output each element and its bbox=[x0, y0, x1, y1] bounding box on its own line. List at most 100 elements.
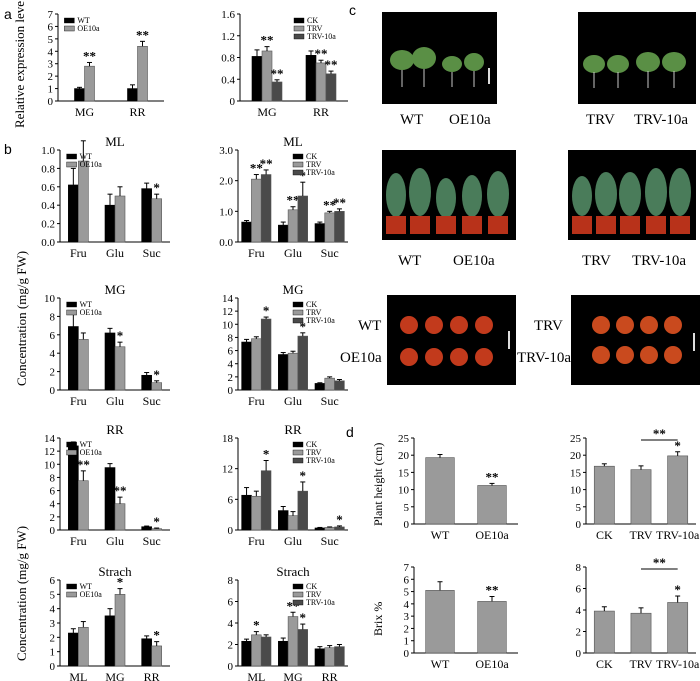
bar bbox=[630, 469, 652, 525]
legend-swatch bbox=[66, 449, 77, 456]
y-label-conc-top: Concentration (mg/g FW) bbox=[14, 250, 29, 386]
bar bbox=[78, 339, 89, 391]
y-tick-label: 4 bbox=[50, 499, 56, 511]
legend-label: TRV-10a bbox=[306, 316, 335, 325]
significance-mark: ** bbox=[287, 193, 300, 208]
bar bbox=[68, 632, 79, 667]
bar bbox=[251, 338, 262, 391]
bar bbox=[324, 647, 335, 667]
bar bbox=[127, 88, 138, 102]
legend-swatch bbox=[293, 17, 305, 24]
bar bbox=[78, 626, 89, 667]
y-tick-label: 10 bbox=[44, 293, 56, 305]
y-tick-label: 2 bbox=[48, 71, 54, 83]
significance-mark: * bbox=[300, 610, 307, 625]
y-tick-label: 5 bbox=[404, 587, 410, 599]
significance-mark: ** bbox=[260, 156, 273, 171]
significance-mark: * bbox=[153, 180, 160, 195]
legend-swatch bbox=[292, 591, 304, 598]
x-tick-label: ML bbox=[69, 670, 87, 681]
y-tick-label: 0 bbox=[50, 525, 56, 537]
y-tick-label: 4 bbox=[404, 599, 410, 611]
significance-mark: * bbox=[300, 319, 307, 334]
significance-mark: * bbox=[153, 367, 160, 382]
photo-trv-fruits bbox=[571, 295, 700, 385]
bar bbox=[251, 634, 262, 667]
bar bbox=[287, 616, 299, 667]
significance-mark: * bbox=[263, 446, 270, 461]
bar bbox=[251, 56, 263, 102]
bar bbox=[287, 515, 299, 531]
x-tick-label: RR bbox=[144, 670, 160, 681]
x-tick-label: WT bbox=[431, 528, 450, 542]
y-tick-label: 0.4 bbox=[41, 200, 55, 212]
x-tick-label: Glu bbox=[284, 534, 302, 548]
y-tick-label: 25 bbox=[570, 433, 582, 445]
x-tick-label: CK bbox=[596, 657, 613, 671]
legend-swatch bbox=[292, 457, 304, 464]
bar bbox=[324, 377, 335, 391]
y-tick-label: 3 bbox=[50, 618, 56, 630]
chart-b_ml_trv: 0.01.02.03.0ML****Fru***Glu****SucCKTRVT… bbox=[219, 134, 348, 260]
significance-mark: ** bbox=[323, 197, 336, 212]
significance-mark: ** bbox=[136, 27, 149, 42]
y-tick-label: 5 bbox=[48, 34, 54, 46]
label-row1-wt: WT bbox=[400, 112, 424, 128]
y-tick-label: 2 bbox=[576, 627, 582, 639]
y-tick-label: 8 bbox=[576, 562, 582, 574]
bar bbox=[74, 88, 85, 102]
x-tick-label: Glu bbox=[284, 394, 302, 408]
bar bbox=[297, 335, 308, 391]
y-tick-label: 12 bbox=[222, 306, 233, 318]
bar bbox=[325, 73, 337, 102]
chart-title: MG bbox=[105, 282, 126, 297]
bar bbox=[630, 612, 652, 654]
y-tick-label: 15 bbox=[570, 467, 582, 479]
legend-swatch bbox=[66, 441, 77, 448]
y-label-expression: Relative expression leve bbox=[12, 0, 27, 128]
legend-label: CK bbox=[306, 440, 317, 449]
significance-mark: * bbox=[300, 168, 307, 183]
bar bbox=[104, 615, 116, 667]
y-tick-label: 4 bbox=[48, 46, 54, 58]
legend-label: TRV bbox=[306, 160, 322, 169]
legend-swatch bbox=[292, 317, 304, 324]
y-tick-label: 0.8 bbox=[41, 163, 55, 175]
y-tick-label: 6 bbox=[50, 486, 56, 498]
bar bbox=[114, 594, 126, 667]
significance-mark: ** bbox=[325, 57, 338, 72]
x-tick-label: TRV bbox=[629, 528, 652, 542]
bar bbox=[667, 455, 689, 525]
legend-label: OE10a bbox=[80, 308, 103, 317]
legend-label: TRV-10a bbox=[307, 32, 336, 41]
bar bbox=[114, 346, 126, 391]
legend-label: CK bbox=[306, 300, 317, 309]
y-tick-label: 14 bbox=[222, 293, 234, 305]
chart-title: MG bbox=[283, 282, 304, 297]
y-tick-label: 4 bbox=[50, 604, 56, 616]
label-row1-trv: TRV bbox=[586, 112, 615, 128]
bar bbox=[141, 188, 152, 243]
bar bbox=[278, 224, 289, 243]
legend-swatch bbox=[292, 441, 304, 448]
chart-title: RR bbox=[106, 422, 124, 437]
y-tick-label: 0.2 bbox=[41, 219, 55, 231]
bar bbox=[241, 640, 252, 667]
bar bbox=[297, 195, 308, 243]
significance-mark: ** bbox=[261, 33, 274, 48]
y-tick-label: 2 bbox=[50, 512, 56, 524]
panel-letter-c: c bbox=[349, 2, 356, 18]
y-tick-label: 14 bbox=[44, 433, 56, 445]
photo-trv-seedlings bbox=[578, 12, 696, 104]
y-tick-label: 0 bbox=[228, 661, 234, 673]
y-tick-label: 0.0 bbox=[219, 237, 233, 249]
legend-swatch bbox=[66, 301, 77, 308]
y-tick-label: 12 bbox=[222, 464, 233, 476]
x-tick-label: OE10a bbox=[475, 528, 509, 542]
significance-mark: * bbox=[674, 438, 681, 453]
